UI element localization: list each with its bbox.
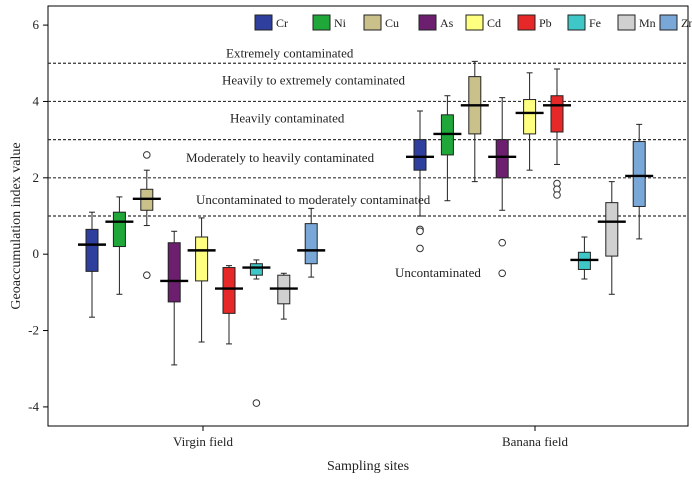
box-as-banana [488, 97, 517, 278]
box-cd-banana [515, 72, 544, 171]
box-cr-virgin [78, 211, 106, 318]
legend-label-pb: Pb [539, 16, 552, 30]
legend-swatch-pb [517, 14, 536, 31]
zone-label: Heavily contaminated [230, 111, 345, 126]
iqr-box [249, 263, 263, 276]
iqr-box [550, 95, 564, 133]
iqr-box [304, 223, 318, 265]
y-tick-label: -2 [28, 323, 39, 338]
box-zn-banana [625, 123, 654, 240]
box-ni-virgin [105, 196, 134, 295]
legend-label-fe: Fe [589, 16, 601, 30]
outlier-point [143, 271, 151, 279]
legend-label-ni: Ni [334, 16, 347, 30]
iqr-box [413, 139, 427, 171]
x-axis-title: Sampling sites [327, 459, 409, 474]
iqr-box [495, 139, 509, 179]
box-ni-banana [433, 95, 462, 202]
outlier-point [416, 227, 424, 236]
y-axis-title: Geoaccumulation index value [9, 142, 24, 309]
zone-label: Uncontaminated to moderately contaminate… [196, 192, 431, 207]
outlier-point [498, 269, 507, 278]
box-pb-virgin [215, 265, 243, 345]
outlier-point [498, 238, 507, 247]
outlier-point [143, 151, 151, 159]
box-fe-virgin [242, 259, 271, 407]
zone-label: Moderately to heavily contaminated [186, 150, 375, 165]
legend-swatch-cd [465, 14, 484, 31]
legend: Cr Ni Cu As Cd Pb Fe Mn Zn [254, 14, 692, 31]
box-zn-virgin [297, 207, 326, 278]
box-cd-virgin [187, 217, 216, 343]
iqr-box [632, 141, 646, 207]
legend-swatch-as [418, 14, 437, 31]
box-mn-banana [597, 181, 626, 295]
box-cu-virgin [132, 151, 161, 279]
box-cu-banana [460, 60, 489, 183]
iqr-box [112, 211, 126, 248]
y-tick-label: 4 [33, 93, 40, 108]
y-tick-label: -4 [28, 399, 39, 414]
outlier-point [252, 399, 261, 407]
legend-swatch-fe [567, 14, 586, 31]
box-cr-banana [406, 110, 434, 253]
iqr-box [605, 202, 619, 257]
y-tick-label: 0 [33, 246, 40, 261]
legend-swatch-zn [659, 14, 678, 31]
zone-label: Extremely contaminated [226, 45, 354, 60]
x-category-label: Banana field [502, 434, 569, 449]
legend-label-cd: Cd [487, 16, 501, 30]
outlier-point [553, 191, 561, 199]
outlier-point [416, 244, 424, 253]
zone-label: Heavily to extremely contaminated [222, 72, 406, 87]
box-as-virgin [160, 230, 189, 366]
legend-swatch-cr [254, 14, 273, 31]
box-mn-virgin [269, 272, 298, 320]
legend-label-as: As [440, 16, 454, 30]
y-tick-label: 6 [33, 17, 40, 32]
zone-label: Uncontaminated [395, 265, 481, 280]
legend-label-mn: Mn [639, 16, 656, 30]
iqr-box [195, 236, 209, 282]
box-fe-banana [570, 236, 599, 280]
legend-label-zn: Zn [681, 16, 692, 30]
legend-label-cu: Cu [385, 16, 399, 30]
iqr-box [167, 242, 181, 303]
box-pb-banana [543, 68, 571, 199]
iqr-box [222, 267, 236, 314]
legend-swatch-cu [363, 14, 382, 31]
iqr-box [85, 228, 99, 272]
y-tick-label: 2 [33, 170, 40, 185]
x-category-label: Virgin field [173, 434, 233, 449]
iqr-box [523, 99, 537, 135]
legend-swatch-ni [312, 14, 331, 31]
legend-label-cr: Cr [276, 16, 288, 30]
legend-swatch-mn [617, 14, 636, 31]
